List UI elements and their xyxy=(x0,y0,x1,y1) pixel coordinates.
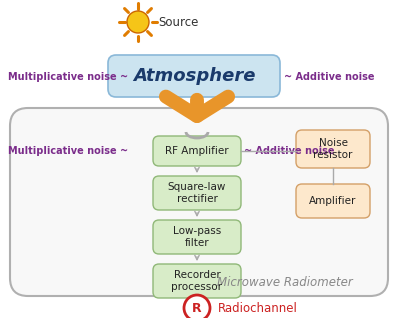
Text: ~ Additive noise: ~ Additive noise xyxy=(284,72,374,82)
FancyBboxPatch shape xyxy=(296,184,370,218)
FancyBboxPatch shape xyxy=(153,264,241,298)
Text: Radiochannel: Radiochannel xyxy=(218,301,298,315)
Text: Microwave Radiometer: Microwave Radiometer xyxy=(217,275,353,288)
Text: Recorder
processor: Recorder processor xyxy=(172,270,222,292)
Text: Amplifier: Amplifier xyxy=(309,196,357,206)
Text: Atmosphere: Atmosphere xyxy=(133,67,255,85)
Text: Source: Source xyxy=(158,16,198,29)
FancyBboxPatch shape xyxy=(296,130,370,168)
Text: Multiplicative noise ~: Multiplicative noise ~ xyxy=(8,72,128,82)
Circle shape xyxy=(127,11,149,33)
Text: R: R xyxy=(192,301,202,315)
Text: Multiplicative noise ~: Multiplicative noise ~ xyxy=(8,146,128,156)
FancyBboxPatch shape xyxy=(10,108,388,296)
FancyBboxPatch shape xyxy=(153,176,241,210)
Circle shape xyxy=(184,295,210,318)
FancyBboxPatch shape xyxy=(153,136,241,166)
FancyBboxPatch shape xyxy=(153,220,241,254)
FancyBboxPatch shape xyxy=(108,55,280,97)
Text: ~ Additive noise: ~ Additive noise xyxy=(244,146,334,156)
Text: Noise
resistor: Noise resistor xyxy=(313,138,353,160)
Text: Low-pass
filter: Low-pass filter xyxy=(173,226,221,248)
Text: RF Amplifier: RF Amplifier xyxy=(165,146,229,156)
Text: Square-law
rectifier: Square-law rectifier xyxy=(168,182,226,204)
